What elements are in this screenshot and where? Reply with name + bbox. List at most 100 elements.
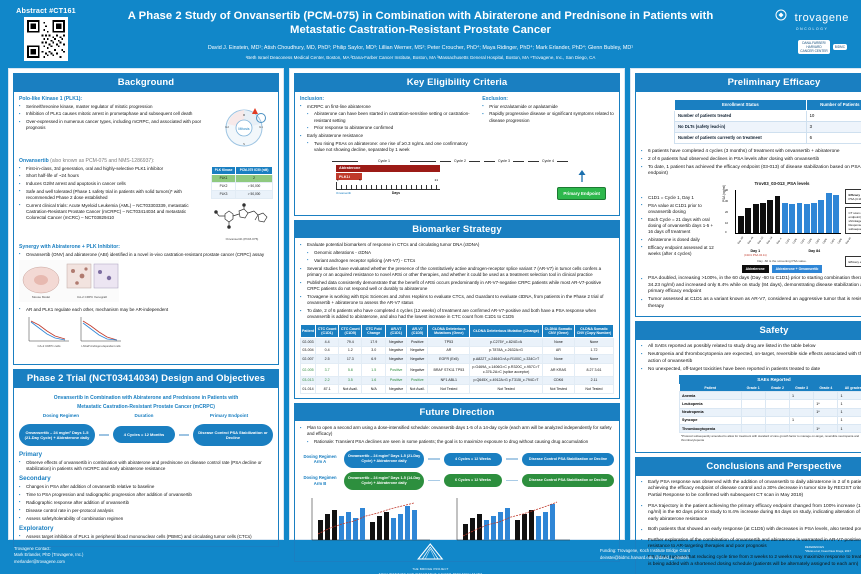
panel-phase2-design: Phase 2 Trial (NCT03414034) Design and O… [13,369,279,547]
list-item: Rapidly progressive disease or significa… [482,111,614,123]
timeline-plk-bar: PLK1i [336,173,362,181]
efficacy-title: Preliminary Efficacy [636,74,861,92]
table-cell: 1* [813,424,839,434]
table-header: Grade 4 [813,384,838,392]
chart-xlabels: Day -60 Day -46 Day -32 Day -18 Day -4 C… [735,236,851,246]
future-psa-curves-figure [300,494,614,557]
table-cell: Positive [385,362,408,377]
table-cell: None [541,354,575,364]
onvansertib-heading-main: Onvansertib [19,157,49,164]
list-item: Rationale: Transient PSA declines are se… [300,439,614,445]
table-header-row: Patient Grade 1 Grade 2 Grade 3 Grade 4 … [679,384,861,392]
schema-head-dosing: Dosing Regimen [42,412,80,418]
table-cell: None [541,337,575,347]
timeline-drug-note: Onvansertib [336,191,352,196]
table-cell: Negative [406,354,429,364]
reference-text: *Weiss et al, Invest New Drugs, 2017 [804,548,851,553]
safety-body: All SAEs reported as possibly related to… [636,340,861,453]
poster-header: Abstract #CT161 [0,0,861,68]
table-row: 03-004 0.4 1.2 3.0 Negative Negative AR … [300,345,615,356]
funding-contacts[interactable]: deinstei@bidmc.harvard.edu @david_j_eins… [600,555,689,560]
table-header-row: Patient CTC Count (C1D1) CTC Count (C1D5… [300,323,615,339]
contact-title: Trovagene Contact: [14,546,51,551]
panel-background: Background Polo-like Kinase 1 (PLK1): Se… [13,73,279,365]
timeline-day-5: 5 [359,177,361,182]
chart-xtick: C2D1 [799,238,806,245]
table-cell: p.G469A_c.1406G>C p.R320C_c.957C>T c.376… [469,362,543,377]
chart-bar [789,204,796,234]
table-row: Thrombocytopenia 1* 1 [679,424,861,434]
table-header: PLK Kinase [210,165,237,175]
cell-cycle-figure: Mitosis M G1 S G2 [215,104,273,155]
timeline-abiraterone-bar: Abiraterone [336,164,440,172]
table-cell: Negative [406,362,429,377]
trovagene-mark-icon [775,8,787,26]
table-cell: Negative [385,354,408,364]
column-middle: Key Eligibility Criteria Inclusion: mCRP… [289,68,625,562]
table-cell [740,424,766,434]
list-item: Both patients that showed an early respo… [641,527,861,534]
chart-annot-day84: Day 84 [808,249,821,254]
legend-abiraterone: Abiraterone [741,265,769,274]
trovagene-wordmark: trovagene [794,12,849,25]
contact-email[interactable]: merlander@trovagene.com [14,558,65,564]
svg-text:S: S [243,142,245,146]
svg-text:LNCaP Androgen-dependent cells: LNCaP Androgen-dependent cells [81,344,121,348]
trovagene-logo: trovagene ONCOLOGY [775,8,849,31]
conclusions-body: Early PSA response was observed with the… [636,476,861,574]
list-item: PSA doubled, increasing >100%, in the 60… [641,276,861,296]
panel-safety: Safety All SAEs reported as possibly rel… [635,321,861,454]
table-cell: Not Tested [427,384,471,394]
list-item: Early abiraterone resistance [300,133,478,139]
table-cell: 3 [805,120,861,133]
chart-bar [752,204,759,234]
affiliation-list: ¹Beth Israel Deaconess Medical Center, B… [245,55,596,60]
schema-box-endpoint: Disease Control PSA Stabilization or Dec… [193,423,273,446]
column-right: Preliminary Efficacy Enrollment Status N… [630,68,861,574]
objectives-primary: Observe effects of onvansertib in combin… [19,459,273,472]
list-item: Serine/threonine kinase, master regulato… [19,103,211,110]
schema-box-dosing: Onvansertib – 24 mg/m² Days 1-5 (21-Day … [19,423,95,446]
table-cell [740,399,766,409]
arm-connector [506,480,518,482]
table-cell [764,415,791,426]
arm-b-endpoint-box: Disease Control PSA Stabilization or Dec… [522,474,614,488]
list-item: Neutropenia and thrombocytopenia are exp… [641,351,861,365]
abstract-number: Abstract #CT161 [16,6,76,15]
chart-ytick: 30 [725,199,729,204]
table-header: Grade 1 [741,384,766,392]
table-cell: Leukopenia [679,399,742,409]
efficacy-note-day84: Efficacy evaluation at Day 84 [845,256,861,268]
table-cell: 03-013 [300,375,316,386]
chart-xtick: C4D1 [829,238,836,245]
trovagene-tagline: ONCOLOGY [795,27,829,32]
efficacy-bullets: 6 patients have completed 4 cycles (3 mo… [641,148,861,179]
table-cell: Anemia [679,391,742,401]
table-cell: 79.4 [338,337,363,347]
timeline-primary-endpoint: Primary Endpoint [557,186,606,200]
table-row: Leukopenia 1* 1 [679,399,861,409]
table-cell [740,391,766,401]
koch-mark-icon [379,543,483,566]
sae-footnote: *Protocol subsequently amended to allow … [681,434,860,442]
table-row: Number of patients treated 10 [674,109,861,122]
chart-annot-day1-sub: (C1D1 PSA 34.11) [743,253,767,258]
onvansertib-bullets: First-in-class, 3rd generation, oral and… [19,165,207,241]
list-item: Two rising PSAs on abiraterone: one rise… [300,140,478,153]
table-cell: 5.8 [338,362,363,377]
list-item: Variant androgen receptor splicing (AR-V… [300,257,614,264]
inclusion-label: Inclusion: [300,95,325,102]
table-row: PLK2 > 50,000 [210,181,273,191]
synergy-bullets: Onvansertib (ONV) and abiraterone (ABI) … [19,251,273,258]
table-cell: 02-003 [300,337,316,347]
author-list: David J. Einstein, MD¹; Atish Choudhury,… [207,45,634,51]
psa-chart: Trov03_03-013_PSA levels PSA (ng/ml) 40 … [722,181,851,274]
list-item: AR and PLK1 regulate each other, mechani… [19,306,273,313]
list-item: Abiraterone can have been started in cas… [300,111,478,123]
panel-eligibility: Key Eligibility Criteria Inclusion: mCRP… [294,73,620,216]
future-title: Future Direction [295,403,619,422]
chart-bar [774,196,781,234]
table-header: All grades [837,384,861,392]
chart-xtick: C3D1 [814,238,821,245]
svg-text:CA-2 CRPC Xenograft: CA-2 CRPC Xenograft [77,295,107,299]
